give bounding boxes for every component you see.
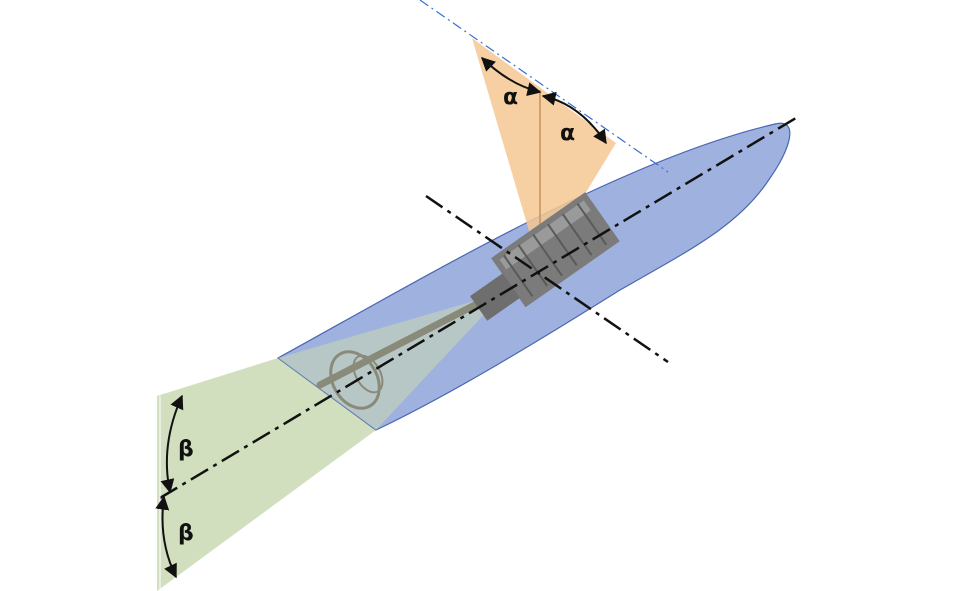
longitudinal-centerline xyxy=(159,116,797,500)
alpha-right-label: α xyxy=(560,121,575,146)
alpha-arc-left xyxy=(480,57,542,96)
alpha-left-label: α xyxy=(503,85,518,110)
beta-arc-lower xyxy=(155,495,177,579)
alpha-arc-right xyxy=(541,91,607,145)
beta-cone xyxy=(157,358,376,591)
beta-upper-label: β xyxy=(178,437,194,462)
beta-lower-label: β xyxy=(178,521,194,546)
beta-arc-upper xyxy=(160,394,184,494)
propeller-shaft xyxy=(316,288,504,389)
transverse-centerline xyxy=(425,194,669,364)
engine-block-icon xyxy=(470,192,620,321)
